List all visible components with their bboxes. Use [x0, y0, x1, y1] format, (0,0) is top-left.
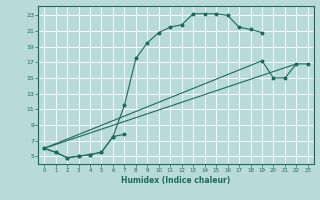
X-axis label: Humidex (Indice chaleur): Humidex (Indice chaleur): [121, 176, 231, 185]
